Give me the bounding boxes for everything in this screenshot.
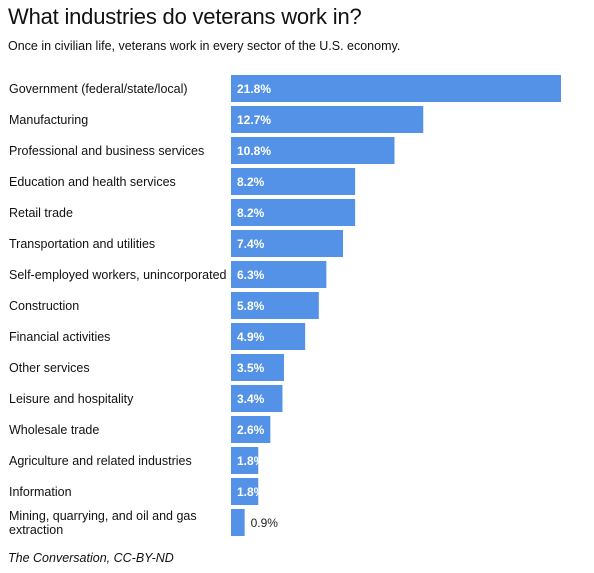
category-label: Wholesale trade [9, 423, 99, 437]
value-label: 8.2% [237, 175, 265, 189]
value-label: 7.4% [237, 237, 265, 251]
bar [231, 106, 424, 133]
bar [231, 354, 284, 381]
bar [231, 416, 271, 443]
value-label: 12.7% [237, 113, 271, 127]
bar [231, 323, 306, 350]
category-label: Education and health services [9, 175, 176, 189]
value-label: 0.9% [251, 516, 279, 530]
value-label: 6.3% [237, 268, 265, 282]
category-label: Manufacturing [9, 113, 88, 127]
value-label: 2.6% [237, 423, 265, 437]
category-label: Construction [9, 299, 79, 313]
bar [231, 478, 259, 505]
bar [231, 509, 245, 536]
value-label: 8.2% [237, 206, 265, 220]
bar [231, 199, 356, 226]
bar [231, 385, 283, 412]
value-label: 1.8% [237, 454, 265, 468]
category-label: Mining, quarrying, and oil and gas extrac… [9, 509, 197, 537]
chart-title: What industries do veterans work in? [8, 4, 362, 29]
value-label: 21.8% [237, 82, 271, 96]
value-label: 5.8% [237, 299, 265, 313]
bar [231, 261, 327, 288]
bar [231, 137, 395, 164]
category-label: Other services [9, 361, 90, 375]
value-label: 4.9% [237, 330, 265, 344]
value-label: 3.4% [237, 392, 265, 406]
category-label: Leisure and hospitality [9, 392, 134, 406]
bar [231, 447, 259, 474]
category-label: Government (federal/state/local) [9, 82, 188, 96]
chart-subtitle: Once in civilian life, veterans work in … [8, 39, 401, 53]
bar [231, 168, 356, 195]
source-credit: The Conversation, CC-BY-ND [8, 551, 174, 565]
category-label: Agriculture and related industries [9, 454, 192, 468]
value-label: 1.8% [237, 485, 265, 499]
value-label: 10.8% [237, 144, 271, 158]
category-label: Transportation and utilities [9, 237, 155, 251]
category-label: Financial activities [9, 330, 110, 344]
category-label: Retail trade [9, 206, 73, 220]
value-label: 3.5% [237, 361, 265, 375]
bar [231, 292, 319, 319]
bar [231, 230, 344, 257]
category-label: Information [9, 485, 72, 499]
category-label: Self-employed workers, unincorporated [9, 268, 227, 282]
category-label: Professional and business services [9, 144, 204, 158]
bar [231, 75, 561, 102]
